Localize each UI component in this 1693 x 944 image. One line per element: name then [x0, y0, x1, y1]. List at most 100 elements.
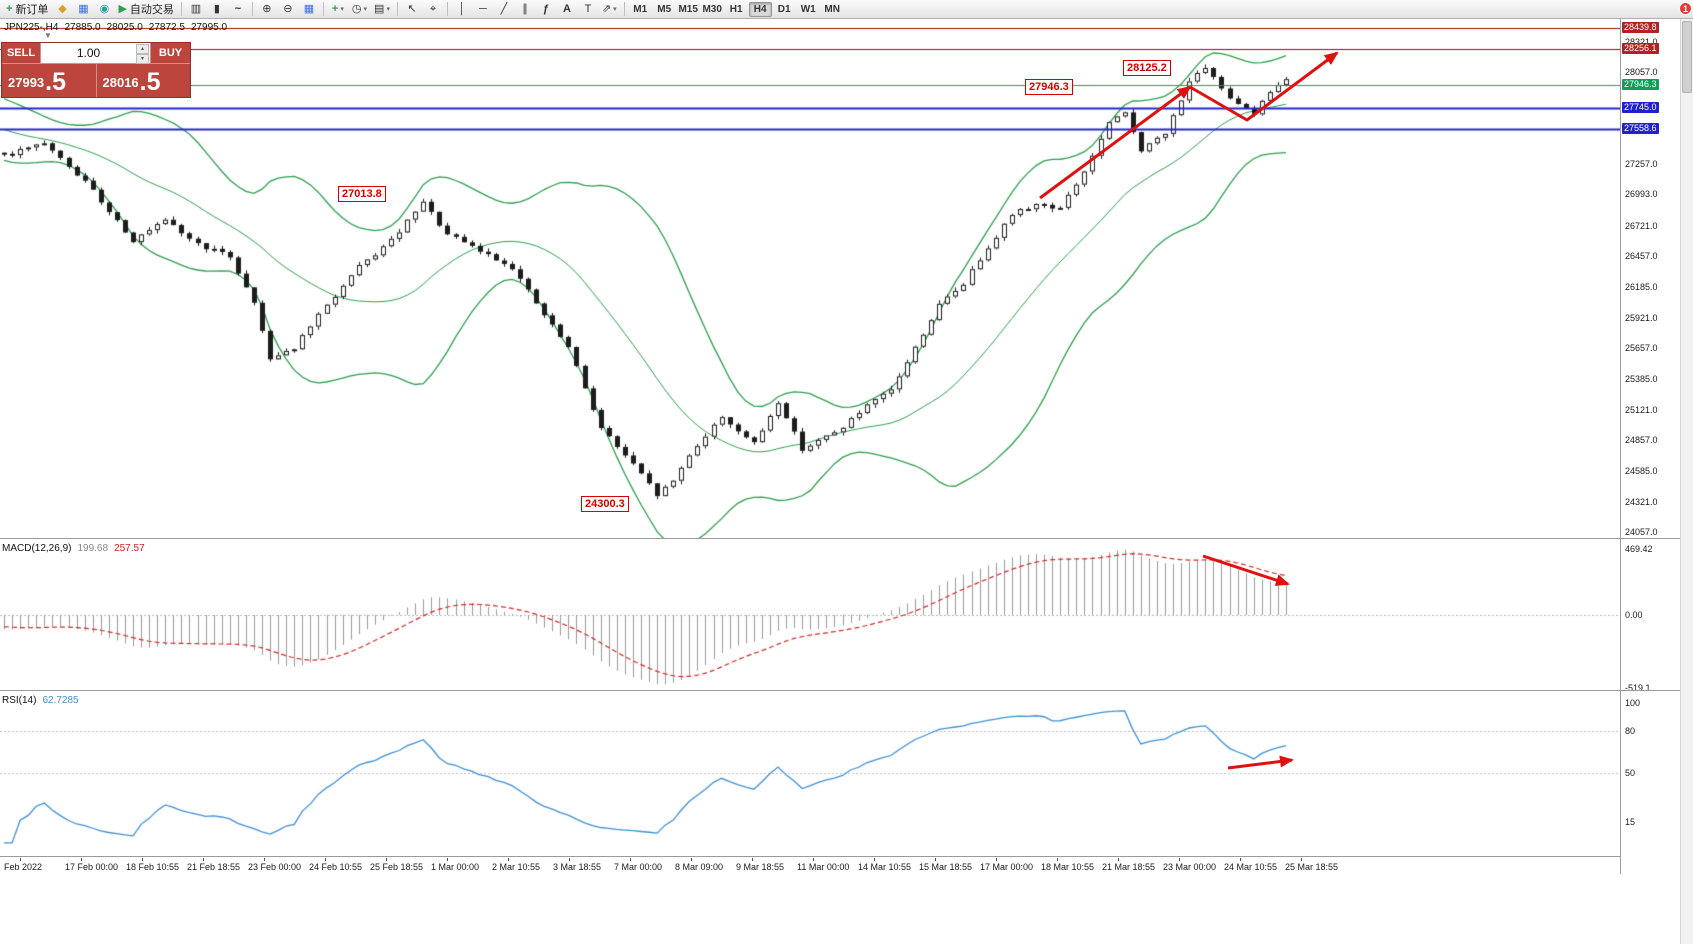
sell-button[interactable]: SELL	[2, 43, 41, 63]
zoom-out-button[interactable]: ⊖	[278, 1, 298, 17]
close-value: 27995.0	[190, 22, 228, 33]
volume-decrease-button[interactable]: ▾	[136, 54, 149, 64]
channel-button[interactable]: ∥	[515, 1, 535, 17]
price-annotation[interactable]: 27946.3	[1025, 79, 1073, 95]
chevron-down-icon: ▾	[363, 6, 368, 13]
timeframe-m30-button[interactable]: M30	[702, 3, 722, 15]
timeframe-m5-button[interactable]: M5	[657, 3, 672, 15]
arrows-button[interactable]: ⇗ ▾	[599, 1, 620, 17]
time-axis-label: 23 Feb 00:00	[248, 862, 302, 872]
price-axis-label: 26721.0	[1625, 220, 1658, 231]
volume-input[interactable]	[41, 43, 150, 63]
market-watch-button[interactable]: ◆	[52, 1, 72, 17]
macd-indicator-canvas[interactable]	[0, 538, 1620, 690]
volume-spinner: ▴ ▾	[136, 44, 149, 64]
timeframe-m1-button[interactable]: M1	[633, 3, 648, 15]
timeframe-mn-button[interactable]: MN	[824, 3, 840, 15]
data-window-button[interactable]: ◉	[94, 1, 114, 17]
panel-divider[interactable]	[0, 690, 1680, 691]
time-axis-tick	[203, 858, 204, 861]
buy-price-button[interactable]: 28016 .5	[97, 64, 191, 97]
market-watch-icon: ◆	[58, 3, 67, 15]
timeframe-h4-button[interactable]: H4	[748, 1, 772, 17]
new-order-button[interactable]: + 新订单	[3, 1, 51, 17]
price-axis-label: 24057.0	[1625, 527, 1658, 537]
bar-chart-button[interactable]: ▥	[186, 1, 206, 17]
main-chart-canvas[interactable]	[0, 19, 1620, 538]
time-axis-label: 23 Mar 00:00	[1163, 862, 1217, 872]
vertical-line-button[interactable]: │	[452, 1, 472, 17]
toolbar-separator	[322, 2, 324, 16]
timeframe-h1-button[interactable]: H1	[729, 3, 743, 15]
timeframe-d1-button[interactable]: D1	[777, 3, 791, 15]
time-axis-label: 18 Mar 10:55	[1041, 862, 1095, 872]
macd-axis-label: 0.00	[1625, 610, 1643, 620]
toolbar-separator	[180, 2, 182, 16]
chart-region: JPN225-,H4 27885.0 28025.0 27872.5 27995…	[0, 19, 1680, 874]
sell-price-big: .5	[45, 68, 67, 96]
one-click-trading-panel: SELL ▴ ▾ BUY 27993 .5 28016 .5	[1, 42, 191, 98]
buy-price-big: .5	[139, 68, 161, 96]
price-axis-label: 25657.0	[1625, 343, 1658, 353]
price-axis-label: 27257.0	[1625, 159, 1658, 169]
tile-windows-button[interactable]: ▦	[299, 1, 319, 17]
price-annotation[interactable]: 27013.8	[338, 186, 386, 202]
chart-window-button[interactable]: ▦	[73, 1, 93, 17]
timeframe-w1-button[interactable]: W1	[800, 3, 816, 15]
time-axis-label: 7 Mar 00:00	[614, 862, 663, 872]
high-value: 28025.0	[106, 22, 143, 33]
time-axis-tick	[752, 858, 753, 861]
auto-trading-icon: ▶	[118, 3, 127, 15]
trendline-button[interactable]: ╱	[494, 1, 514, 17]
symbol-period-label: JPN225-,H4	[4, 22, 59, 33]
time-axis-tick	[1057, 858, 1058, 861]
line-chart-button[interactable]: ~	[228, 1, 248, 17]
time-axis-label: Feb 2022	[4, 862, 43, 872]
fibonacci-button[interactable]: ƒ	[536, 1, 556, 17]
periods-button[interactable]: ◷ ▾	[349, 1, 370, 17]
candlestick-button[interactable]: ▮	[207, 1, 227, 17]
time-axis-label: 25 Mar 18:55	[1285, 862, 1339, 872]
text-label-button[interactable]: T	[578, 1, 598, 17]
rsi-indicator-canvas[interactable]	[0, 690, 1620, 856]
volume-increase-button[interactable]: ▴	[136, 44, 149, 54]
buy-button[interactable]: BUY	[150, 43, 190, 63]
panel-collapse-arrow[interactable]: ▼	[44, 31, 52, 40]
cursor-button[interactable]: ↖	[402, 1, 422, 17]
toolbar-separator	[251, 2, 253, 16]
sell-price-main: 27993	[8, 75, 45, 90]
buy-price-main: 28016	[102, 75, 139, 90]
crosshair-icon: ⌖	[429, 3, 437, 15]
price-axis[interactable]: 28321.0 28057.0 27257.0 26993.0 26721.0 26457…	[1620, 19, 1680, 874]
templates-button[interactable]: ▤ ▾	[371, 1, 393, 17]
time-axis[interactable]: Feb 2022 17 Feb 00:00 18 Feb 10:55 21 Feb 1…	[0, 856, 1620, 874]
sell-price-button[interactable]: 27993 .5	[2, 64, 97, 97]
time-axis-label: 17 Mar 00:00	[980, 862, 1034, 872]
indicators-button[interactable]: + ▾	[328, 1, 348, 17]
notification-badge[interactable]: 1	[1679, 2, 1692, 15]
indicators-icon: +	[331, 3, 339, 15]
time-axis-tick	[325, 858, 326, 861]
chevron-down-icon: ▾	[386, 6, 390, 13]
macd-main-value: 199.68	[77, 543, 109, 554]
timeframe-m15-button[interactable]: M15	[678, 3, 698, 15]
price-annotation[interactable]: 28125.2	[1123, 60, 1171, 76]
panel-divider[interactable]	[0, 538, 1680, 539]
arrow-shape-icon: ⇗	[601, 3, 612, 15]
text-button[interactable]: A	[557, 1, 577, 17]
vertical-scrollbar[interactable]	[1680, 19, 1693, 944]
scrollbar-thumb[interactable]	[1682, 21, 1692, 93]
zoom-in-button[interactable]: ⊕	[257, 1, 277, 17]
horizontal-line-button[interactable]: ─	[473, 1, 493, 17]
auto-trading-button[interactable]: ▶ 自动交易	[115, 1, 176, 17]
line-chart-icon: ~	[234, 3, 242, 15]
ohlc-header: JPN225-,H4 27885.0 28025.0 27872.5 27995…	[4, 22, 227, 33]
time-axis-label: 24 Feb 10:55	[309, 862, 363, 872]
price-annotation[interactable]: 24300.3	[581, 496, 629, 512]
crosshair-button[interactable]: ⌖	[423, 1, 443, 17]
time-axis-label: 25 Feb 18:55	[370, 862, 424, 872]
price-axis-label: 26993.0	[1625, 189, 1658, 200]
time-axis-label: 21 Mar 18:55	[1102, 862, 1156, 872]
time-axis-label: 8 Mar 09:00	[675, 862, 724, 872]
time-axis-label: 2 Mar 10:55	[492, 862, 541, 872]
